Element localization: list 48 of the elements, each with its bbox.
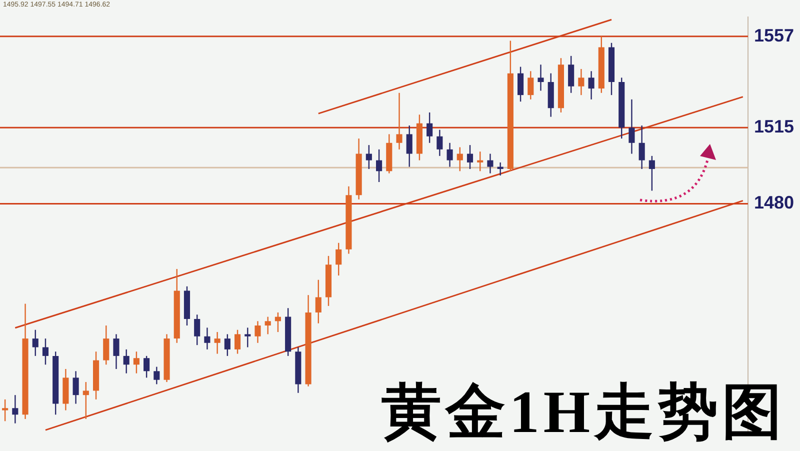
candlestick [588, 70, 594, 100]
candlestick [426, 112, 433, 144]
candlestick [446, 142, 453, 168]
candlestick [123, 348, 130, 374]
candlestick [477, 150, 484, 172]
y-tick-label: 1557 [754, 25, 794, 46]
candlestick [214, 331, 220, 354]
candlestick [113, 334, 120, 370]
candlestick [648, 155, 655, 192]
candlestick [204, 327, 210, 350]
candlestick [154, 366, 160, 385]
candlestick [456, 146, 463, 172]
candlestick [628, 98, 635, 154]
candlestick [406, 124, 412, 168]
candlestick [518, 66, 524, 102]
candlestick [466, 144, 474, 170]
candlestick [568, 55, 574, 94]
text: 黄金1H走势图 [381, 378, 786, 447]
candlestick [638, 124, 645, 170]
candlestick [224, 334, 230, 357]
candlestick [376, 148, 382, 183]
candlestick [103, 324, 110, 366]
candlestick [72, 370, 79, 404]
candlestick [436, 129, 443, 157]
candlestick [578, 68, 584, 96]
candlestick [42, 338, 49, 366]
candlestick [366, 144, 372, 170]
candlestick [133, 350, 140, 374]
candlestick [336, 242, 342, 276]
candlestick [538, 64, 544, 92]
candlestick [254, 320, 261, 344]
y-tick-label: 1480 [754, 192, 794, 213]
candlestick [12, 394, 18, 424]
y-tick-label: 1515 [754, 116, 794, 137]
candlestick [528, 70, 534, 100]
candlestick [82, 381, 89, 420]
candlestick [274, 312, 281, 333]
candlestick [194, 314, 200, 346]
candlestick [497, 162, 504, 176]
candlestick [234, 329, 241, 354]
candlestick [315, 279, 322, 324]
candlestick [396, 92, 402, 150]
candlestick [2, 398, 8, 422]
candlestick [264, 316, 271, 335]
candlestick [144, 355, 150, 378]
candlestick [244, 327, 251, 348]
candlestick [487, 153, 494, 174]
candlestick [32, 329, 38, 357]
